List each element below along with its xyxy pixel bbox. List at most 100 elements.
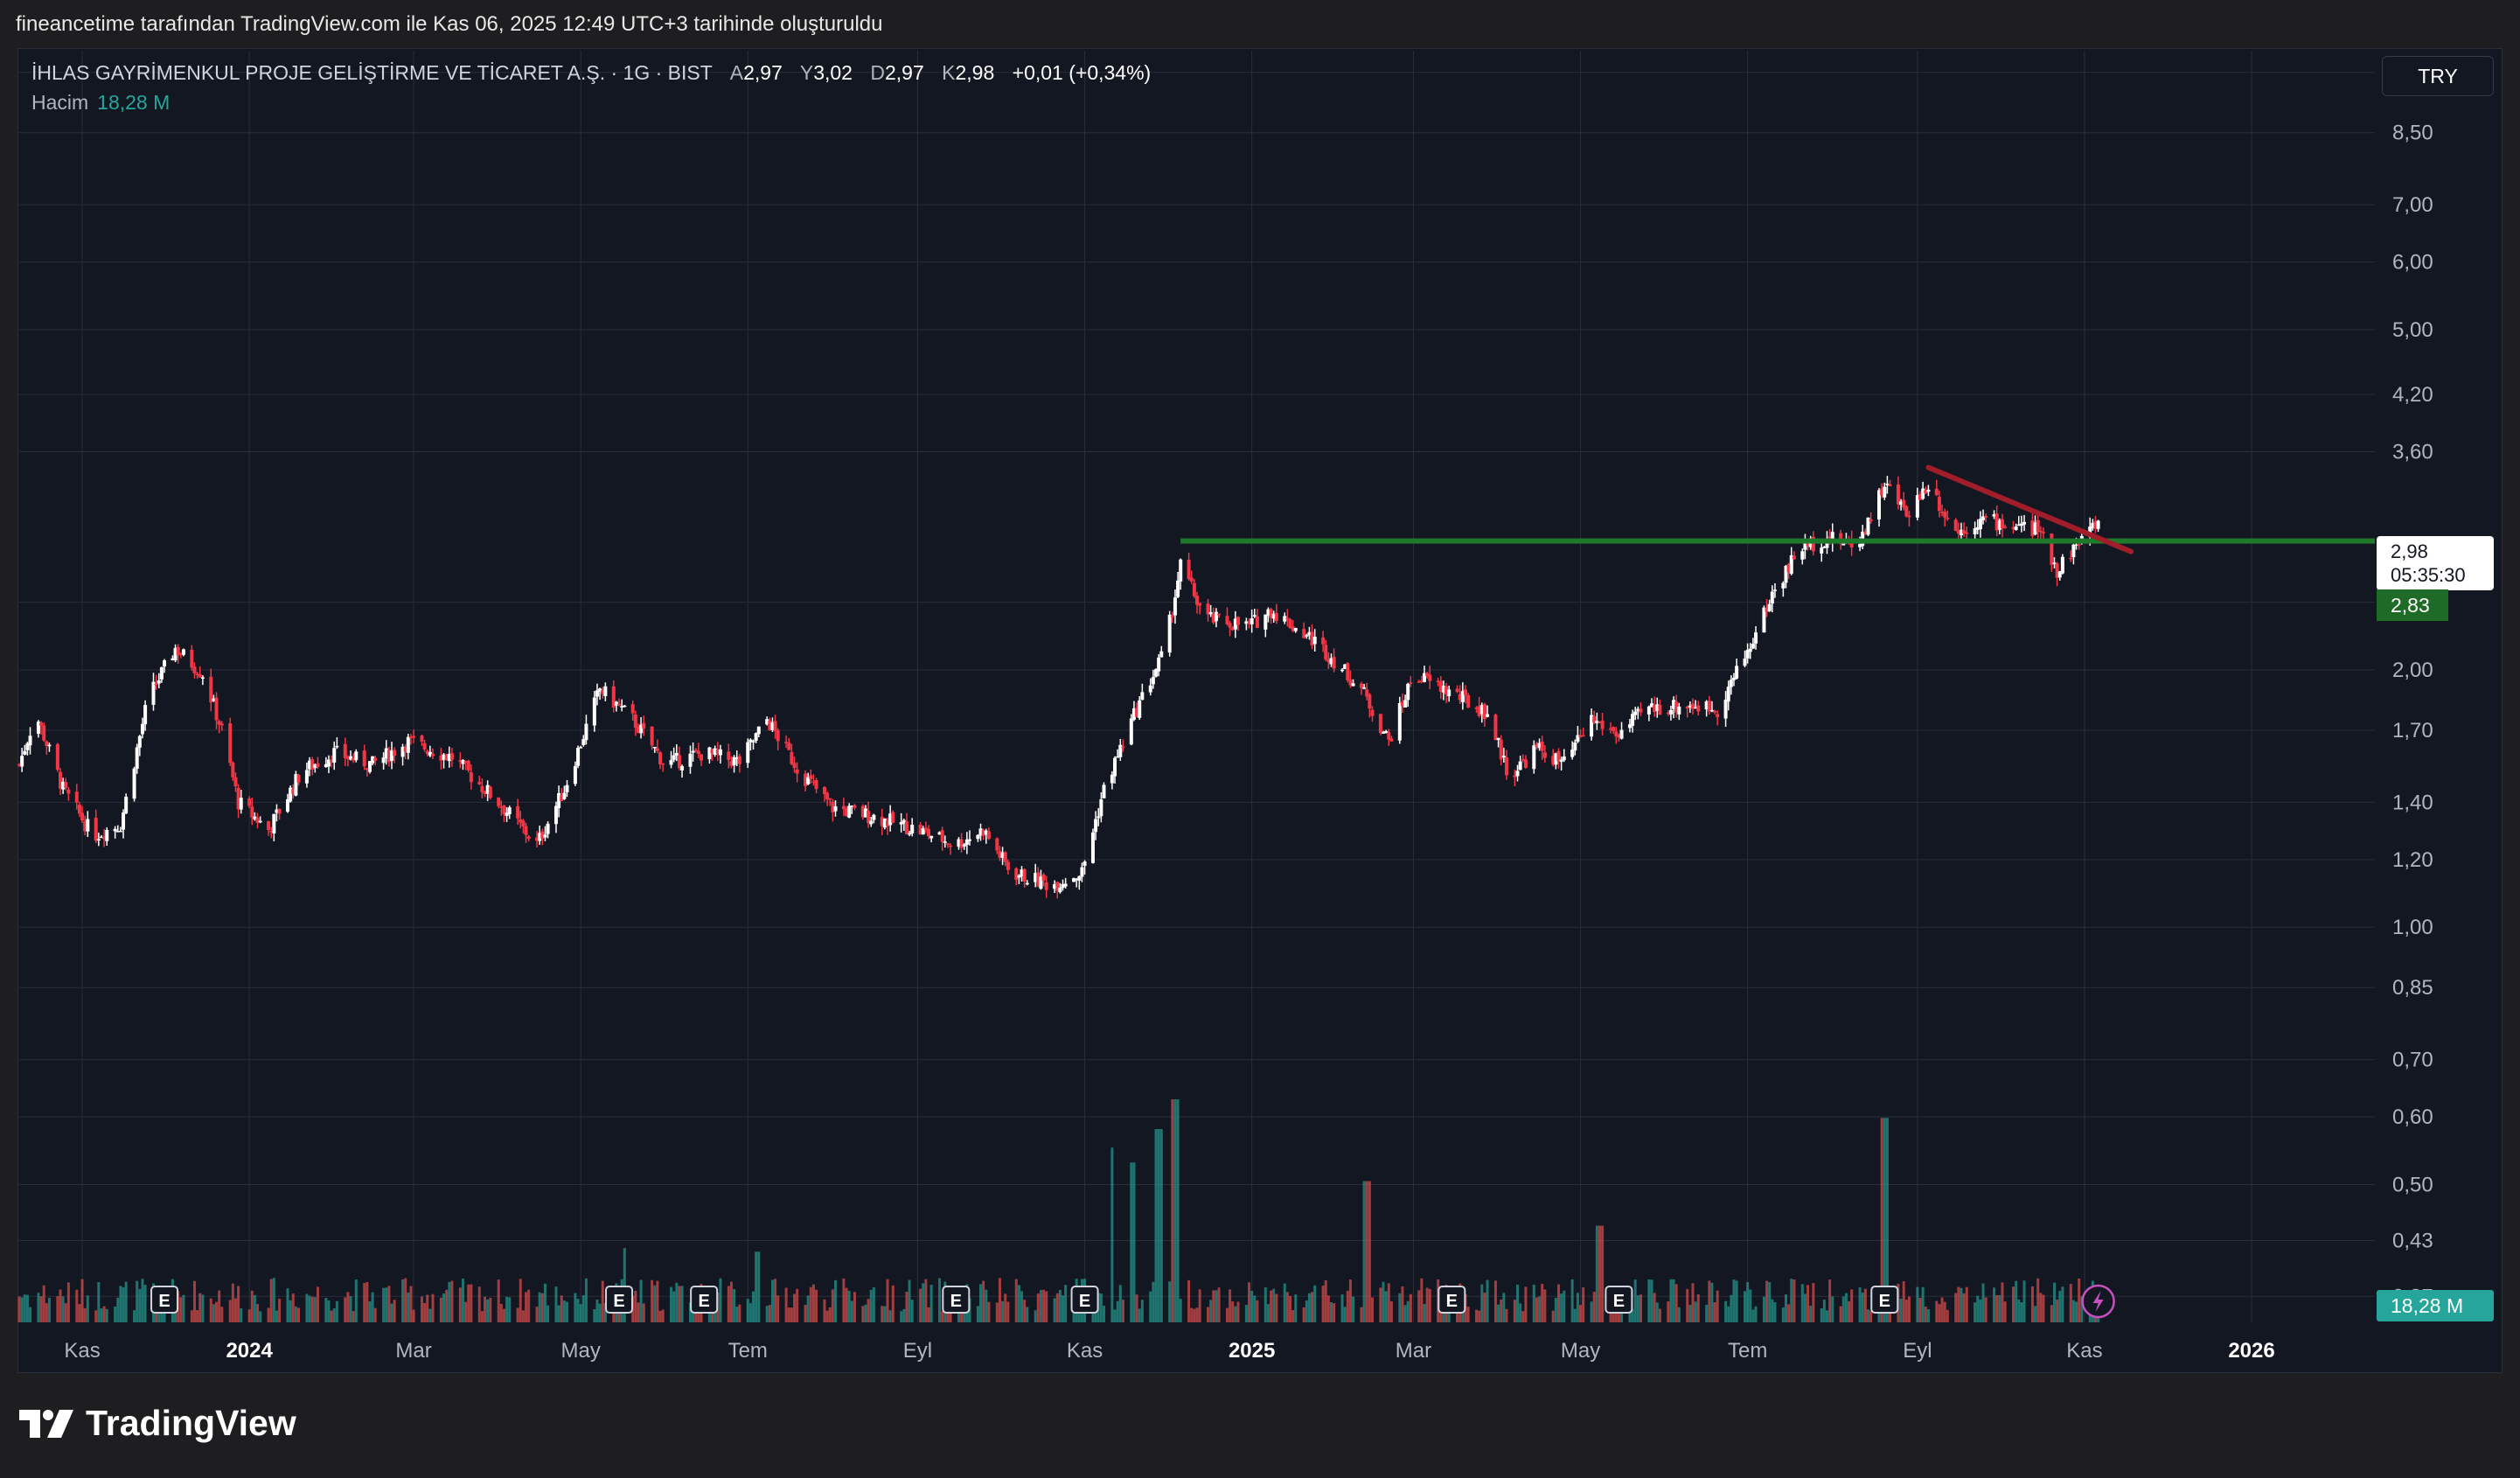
volume-bar bbox=[2058, 1291, 2062, 1322]
candle-body bbox=[1735, 666, 1739, 679]
candle-body bbox=[1617, 735, 1621, 738]
candle-body bbox=[639, 724, 644, 734]
candle-body bbox=[42, 725, 46, 741]
candle-body bbox=[477, 782, 482, 784]
volume-bar bbox=[269, 1279, 273, 1322]
candle-body bbox=[1269, 609, 1273, 618]
candle-body bbox=[809, 775, 813, 779]
candle-body bbox=[1113, 757, 1117, 777]
candle-body bbox=[231, 762, 235, 777]
volume-bar bbox=[1389, 1300, 1393, 1322]
candle-body bbox=[2022, 521, 2027, 525]
volume-bar bbox=[1275, 1293, 1278, 1322]
candle-body bbox=[1044, 882, 1048, 890]
candle-body bbox=[1403, 700, 1408, 708]
candle-body bbox=[1080, 867, 1084, 877]
volume-bar bbox=[1398, 1293, 1402, 1322]
volume-bar bbox=[17, 1296, 21, 1322]
volume-bar bbox=[39, 1296, 43, 1322]
candle-body bbox=[255, 818, 260, 824]
candle-body bbox=[1283, 616, 1287, 622]
candle-body bbox=[707, 747, 712, 760]
volume-bar bbox=[1384, 1291, 1388, 1322]
volume-bar bbox=[672, 1291, 676, 1322]
candle-body bbox=[36, 722, 40, 734]
volume-bar bbox=[1034, 1310, 1037, 1322]
volume-bar bbox=[1055, 1293, 1059, 1322]
volume-bar bbox=[804, 1304, 807, 1322]
earnings-marker-label: E bbox=[1446, 1292, 1458, 1311]
candle-body bbox=[543, 834, 547, 838]
volume-bar bbox=[1677, 1307, 1681, 1322]
candle-body bbox=[1288, 619, 1292, 629]
candle-body bbox=[1811, 536, 1815, 552]
volume-bar bbox=[1735, 1280, 1738, 1322]
volume-bar bbox=[1902, 1281, 1905, 1322]
currency-button[interactable]: TRY bbox=[2382, 56, 2494, 96]
volume-bar bbox=[182, 1294, 185, 1322]
volume-bar bbox=[1841, 1296, 1845, 1322]
candle-body bbox=[1233, 618, 1237, 630]
bar-countdown: 05:35:30 bbox=[2391, 564, 2466, 586]
candle-body bbox=[1230, 627, 1235, 631]
candle-body bbox=[239, 798, 243, 810]
earnings-marker bbox=[942, 1286, 971, 1314]
volume-bar bbox=[2022, 1280, 2026, 1322]
volume-bar bbox=[1486, 1279, 1489, 1322]
volume-bar bbox=[847, 1290, 851, 1322]
candle-body bbox=[1310, 631, 1314, 646]
candle-body bbox=[614, 701, 618, 706]
volume-bar bbox=[1428, 1289, 1431, 1322]
candle-body bbox=[1455, 688, 1459, 693]
candle-body bbox=[825, 792, 830, 800]
volume-bar bbox=[1006, 1301, 1010, 1322]
candle-body bbox=[904, 821, 908, 835]
candle-body bbox=[200, 677, 205, 679]
candle-body bbox=[2074, 544, 2078, 547]
candle-body bbox=[1792, 555, 1796, 560]
candle-body bbox=[1176, 580, 1180, 597]
y-tick-label: 0,85 bbox=[2392, 976, 2433, 1000]
volume-bar bbox=[1179, 1299, 1182, 1322]
y-tick-label: 5,00 bbox=[2392, 318, 2433, 342]
volume-bar bbox=[470, 1284, 473, 1322]
volume-bar bbox=[393, 1300, 396, 1322]
tradingview-logo[interactable]: TradingView bbox=[19, 1403, 296, 1444]
candle-body bbox=[546, 823, 550, 834]
x-tick-label: 2026 bbox=[2228, 1339, 2274, 1363]
candle-body bbox=[715, 749, 720, 754]
volume-bar bbox=[1270, 1290, 1273, 1322]
volume-bar bbox=[1368, 1181, 1371, 1322]
volume-bar bbox=[37, 1293, 40, 1322]
candle-body bbox=[1187, 560, 1191, 580]
volume-bar bbox=[1248, 1282, 1251, 1322]
candle-body bbox=[1803, 540, 1807, 550]
volume-bar bbox=[56, 1296, 59, 1322]
y-tick-label: 1,00 bbox=[2392, 916, 2433, 939]
candle-body bbox=[83, 820, 87, 832]
candle-body bbox=[1731, 677, 1736, 680]
volume-bar bbox=[1324, 1279, 1327, 1322]
candle-body bbox=[1869, 519, 1873, 522]
candle-body bbox=[390, 750, 394, 761]
candle-body bbox=[1896, 485, 1900, 505]
volume-bar bbox=[1831, 1296, 1834, 1322]
candle-body bbox=[1973, 528, 1977, 534]
volume-bar bbox=[869, 1289, 873, 1322]
candle-body bbox=[1646, 706, 1651, 715]
candle-body bbox=[275, 809, 279, 813]
candle-body bbox=[1521, 759, 1525, 761]
candle-body bbox=[603, 686, 608, 697]
chart-panel[interactable] bbox=[17, 48, 2503, 1373]
volume-bar bbox=[1790, 1279, 1793, 1322]
candle-body bbox=[1800, 551, 1805, 560]
y-tick-label: 0,43 bbox=[2392, 1230, 2433, 1253]
candle-body bbox=[1438, 680, 1443, 693]
candle-body bbox=[86, 819, 90, 832]
candle-body bbox=[1250, 617, 1254, 624]
candle-body bbox=[1902, 499, 1906, 508]
candle-body bbox=[1077, 875, 1082, 881]
candle-body bbox=[1899, 501, 1904, 505]
volume-bar bbox=[349, 1296, 352, 1322]
